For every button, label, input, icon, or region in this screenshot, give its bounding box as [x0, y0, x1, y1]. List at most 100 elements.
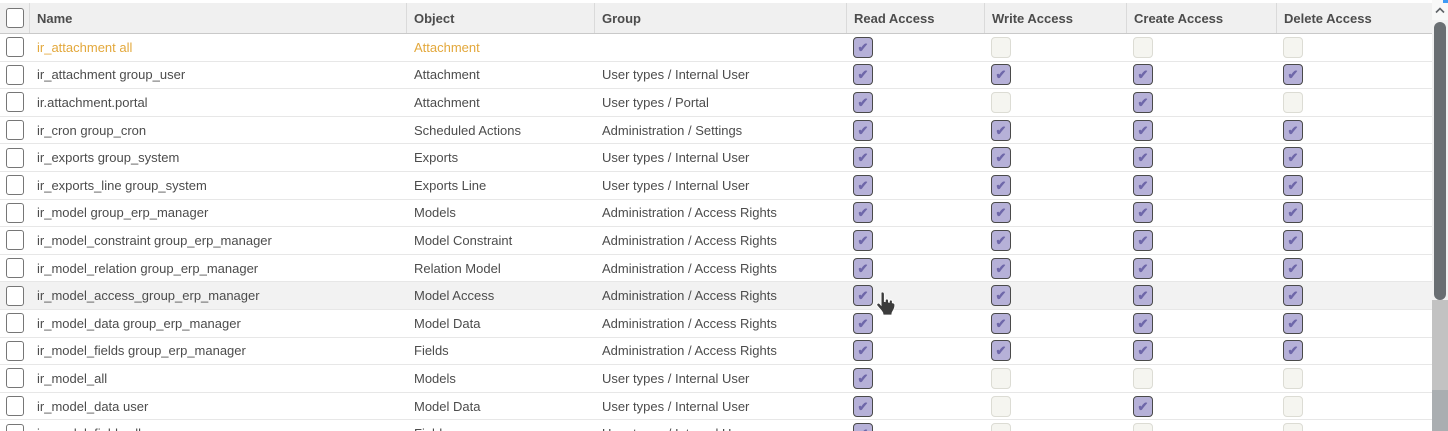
write-access-checkbox[interactable]: ✔: [991, 119, 1011, 141]
column-header-group[interactable]: Group: [595, 3, 847, 33]
delete-access-checkbox[interactable]: ✔: [1283, 285, 1303, 307]
delete-access-checkbox[interactable]: ✔: [1283, 64, 1303, 86]
row-select-checkbox[interactable]: [6, 147, 24, 168]
column-header-delete-access[interactable]: Delete Access: [1284, 10, 1372, 26]
column-header-write-access[interactable]: Write Access: [985, 3, 1127, 33]
table-row[interactable]: ir_model_all Models User types / Interna…: [0, 365, 1432, 393]
write-access-checkbox[interactable]: ✔: [991, 174, 1011, 196]
write-access-checkbox[interactable]: [991, 91, 1011, 113]
read-access-checkbox[interactable]: ✔: [853, 119, 873, 141]
create-access-checkbox[interactable]: ✔: [1133, 147, 1153, 169]
read-access-checkbox[interactable]: ✔: [853, 36, 873, 58]
column-header-object[interactable]: Object: [407, 3, 595, 33]
create-access-checkbox[interactable]: ✔: [1133, 285, 1153, 307]
read-access-checkbox[interactable]: ✔: [853, 367, 873, 389]
write-access-checkbox[interactable]: [991, 423, 1011, 431]
read-access-checkbox[interactable]: ✔: [853, 285, 873, 307]
table-row[interactable]: ir_model_access_group_erp_manager Model …: [0, 282, 1432, 310]
row-select-checkbox[interactable]: [6, 368, 24, 389]
table-row[interactable]: ir_model_constraint group_erp_manager Mo…: [0, 227, 1432, 255]
delete-access-checkbox[interactable]: ✔: [1283, 174, 1303, 196]
write-access-checkbox[interactable]: ✔: [991, 229, 1011, 251]
create-access-checkbox[interactable]: ✔: [1133, 64, 1153, 86]
row-select-checkbox[interactable]: [6, 37, 24, 58]
row-select-checkbox[interactable]: [6, 92, 24, 113]
write-access-checkbox[interactable]: ✔: [991, 285, 1011, 307]
write-access-checkbox[interactable]: [991, 36, 1011, 58]
create-access-checkbox[interactable]: ✔: [1133, 119, 1153, 141]
row-select-checkbox[interactable]: [6, 64, 24, 85]
create-access-checkbox[interactable]: ✔: [1133, 257, 1153, 279]
scrollbar-thumb[interactable]: [1434, 22, 1446, 300]
scroll-up-button[interactable]: [1432, 0, 1448, 20]
row-select-checkbox[interactable]: [6, 230, 24, 251]
read-access-checkbox[interactable]: ✔: [853, 147, 873, 169]
delete-access-checkbox[interactable]: ✔: [1283, 229, 1303, 251]
column-header-create-access[interactable]: Create Access: [1127, 3, 1277, 33]
table-row[interactable]: ir_model group_erp_manager Models Admini…: [0, 199, 1432, 228]
write-access-checkbox[interactable]: [991, 367, 1011, 389]
read-access-checkbox[interactable]: ✔: [853, 423, 873, 431]
row-select-checkbox[interactable]: [6, 120, 24, 141]
table-row[interactable]: ir_cron group_cron Scheduled Actions Adm…: [0, 116, 1432, 145]
create-access-checkbox[interactable]: [1133, 36, 1153, 58]
write-access-checkbox[interactable]: ✔: [991, 340, 1011, 362]
delete-access-checkbox[interactable]: ✔: [1283, 147, 1303, 169]
create-access-checkbox[interactable]: ✔: [1133, 229, 1153, 251]
row-select-checkbox[interactable]: [6, 202, 24, 223]
read-access-checkbox[interactable]: ✔: [853, 395, 873, 417]
row-select-checkbox[interactable]: [6, 313, 24, 334]
write-access-checkbox[interactable]: [991, 395, 1011, 417]
delete-access-checkbox[interactable]: ✔: [1283, 312, 1303, 334]
create-access-checkbox[interactable]: ✔: [1133, 174, 1153, 196]
create-access-checkbox[interactable]: ✔: [1133, 91, 1153, 113]
delete-access-checkbox[interactable]: ✔: [1283, 340, 1303, 362]
delete-access-checkbox[interactable]: ✔: [1283, 257, 1303, 279]
write-access-checkbox[interactable]: ✔: [991, 64, 1011, 86]
table-row[interactable]: ir_exports_line group_system Exports Lin…: [0, 171, 1432, 200]
column-header-read-access[interactable]: Read Access: [847, 3, 985, 33]
vertical-scrollbar[interactable]: [1432, 0, 1448, 431]
table-row[interactable]: ir_attachment all Attachment ✔: [0, 34, 1432, 62]
read-access-checkbox[interactable]: ✔: [853, 257, 873, 279]
read-access-checkbox[interactable]: ✔: [853, 340, 873, 362]
create-access-checkbox[interactable]: ✔: [1133, 312, 1153, 334]
table-row[interactable]: ir_attachment group_user Attachment User…: [0, 61, 1432, 90]
table-row[interactable]: ir.attachment.portal Attachment User typ…: [0, 89, 1432, 117]
row-select-checkbox[interactable]: [6, 258, 24, 279]
row-select-checkbox[interactable]: [6, 340, 24, 361]
row-select-checkbox[interactable]: [6, 396, 24, 417]
create-access-checkbox[interactable]: ✔: [1133, 395, 1153, 417]
read-access-checkbox[interactable]: ✔: [853, 202, 873, 224]
create-access-checkbox[interactable]: [1133, 423, 1153, 431]
row-select-checkbox[interactable]: [6, 423, 24, 431]
delete-access-checkbox[interactable]: [1283, 395, 1303, 417]
table-row[interactable]: ir_model_relation group_erp_manager Rela…: [0, 254, 1432, 283]
write-access-checkbox[interactable]: ✔: [991, 147, 1011, 169]
table-row[interactable]: ir_exports group_system Exports User typ…: [0, 144, 1432, 172]
read-access-checkbox[interactable]: ✔: [853, 312, 873, 334]
table-row[interactable]: ir_model_data user Model Data User types…: [0, 392, 1432, 421]
select-all-checkbox[interactable]: [5, 8, 24, 28]
read-access-checkbox[interactable]: ✔: [853, 91, 873, 113]
write-access-checkbox[interactable]: ✔: [991, 257, 1011, 279]
delete-access-checkbox[interactable]: [1283, 423, 1303, 431]
read-access-checkbox[interactable]: ✔: [853, 64, 873, 86]
table-row[interactable]: ir_model_fields all Fields User types / …: [0, 420, 1432, 431]
write-access-checkbox[interactable]: ✔: [991, 312, 1011, 334]
row-select-checkbox[interactable]: [6, 285, 24, 306]
row-select-checkbox[interactable]: [6, 175, 24, 196]
table-row[interactable]: ir_model_data group_erp_manager Model Da…: [0, 309, 1432, 338]
delete-access-checkbox[interactable]: [1283, 367, 1303, 389]
delete-access-checkbox[interactable]: ✔: [1283, 119, 1303, 141]
read-access-checkbox[interactable]: ✔: [853, 229, 873, 251]
scrollbar-track-bottom[interactable]: [1432, 390, 1448, 431]
read-access-checkbox[interactable]: ✔: [853, 174, 873, 196]
delete-access-checkbox[interactable]: [1283, 91, 1303, 113]
delete-access-checkbox[interactable]: [1283, 36, 1303, 58]
delete-access-checkbox[interactable]: ✔: [1283, 202, 1303, 224]
write-access-checkbox[interactable]: ✔: [991, 202, 1011, 224]
column-header-name[interactable]: Name: [30, 3, 407, 33]
create-access-checkbox[interactable]: ✔: [1133, 202, 1153, 224]
create-access-checkbox[interactable]: ✔: [1133, 340, 1153, 362]
